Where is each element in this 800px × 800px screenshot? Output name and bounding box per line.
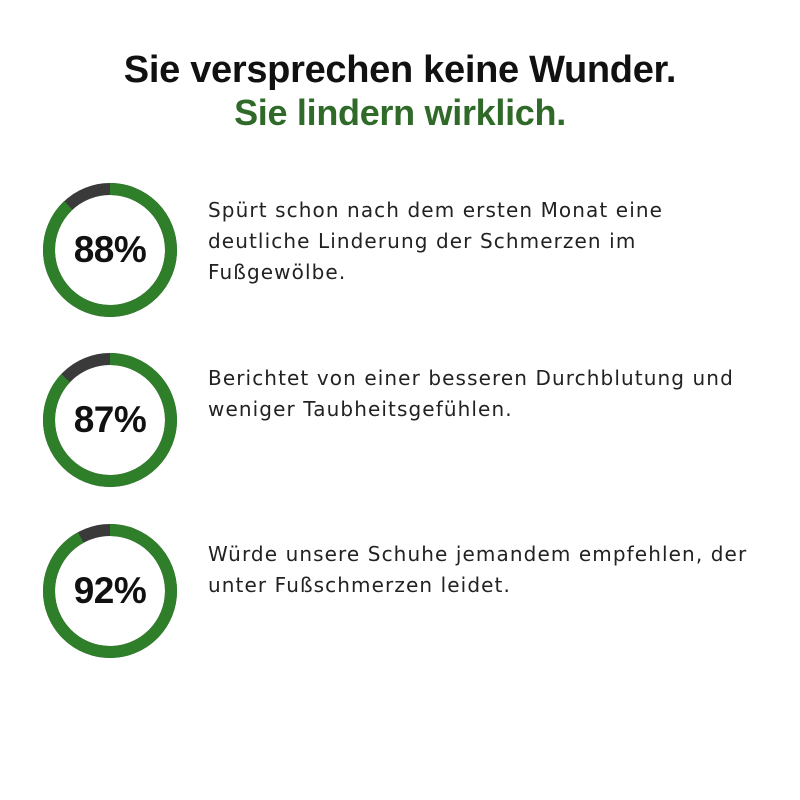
headline-line-2: Sie lindern wirklich.: [234, 92, 566, 133]
headline-line-1: Sie versprechen keine Wunder.: [123, 49, 677, 91]
ring-progress: [43, 183, 177, 317]
progress-ring: 88%: [40, 180, 180, 320]
progress-ring: 87%: [40, 350, 180, 490]
stat-description: Spürt schon nach dem ersten Monat eine d…: [208, 198, 664, 284]
stat-value: 87%: [73, 399, 147, 440]
progress-ring-graphic: [43, 183, 177, 317]
stat-value: 92%: [73, 570, 147, 611]
stat-row: 92% Würde unsere Schuhe jemandem empfehl…: [0, 521, 800, 661]
stat-value: 88%: [73, 229, 147, 270]
ring-progress: [43, 353, 177, 487]
progress-ring-graphic: [43, 353, 177, 487]
stat-description: Berichtet von einer besseren Durchblutun…: [208, 366, 734, 421]
ring-progress: [43, 524, 177, 658]
progress-ring: 92%: [40, 521, 180, 661]
progress-ring-graphic: [43, 524, 177, 658]
stat-row: 87% Berichtet von einer besseren Durchbl…: [0, 350, 800, 490]
stat-row: 88% Spürt schon nach dem ersten Monat ei…: [0, 180, 800, 320]
stat-description: Würde unsere Schuhe jemandem empfehlen, …: [208, 542, 748, 597]
